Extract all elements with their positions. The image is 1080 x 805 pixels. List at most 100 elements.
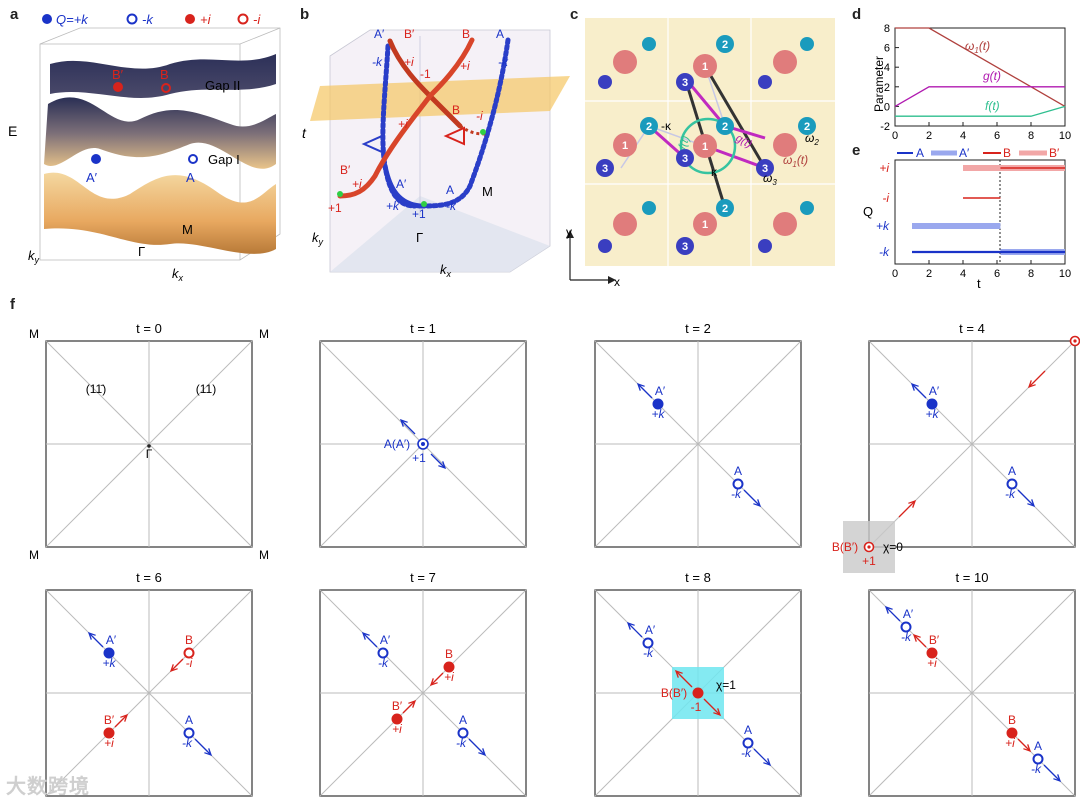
bz-point-label: B bbox=[185, 633, 193, 647]
arrow-head-icon bbox=[1053, 774, 1062, 783]
legend: Q=+k -k +i -i bbox=[42, 12, 261, 27]
panel-e-legend-B: B bbox=[1003, 146, 1011, 160]
panel-e-xlabel: t bbox=[977, 276, 981, 291]
panel-c-site-label-2b: 2 bbox=[646, 121, 652, 133]
arrow-icon bbox=[430, 672, 444, 686]
arrow-icon bbox=[468, 738, 486, 756]
panel-a-point-Ap bbox=[91, 154, 101, 164]
bz-point-label: -k bbox=[456, 736, 467, 750]
panel-c-minus-kappa: -κ bbox=[661, 119, 672, 133]
panel-e-xtick-label: 10 bbox=[1059, 268, 1071, 280]
bz-panel: t = 1 A(A′)+1 bbox=[319, 321, 527, 548]
filled-dot bbox=[103, 727, 115, 739]
panel-letter-d: d bbox=[852, 6, 862, 23]
filled-dot bbox=[692, 687, 704, 699]
bz-point-label: A′ bbox=[903, 607, 914, 621]
panel-b-ky-label: ky bbox=[312, 230, 324, 247]
filled-dot bbox=[443, 661, 455, 673]
panel-b-trajectories: t M Γ ky kx A′ B′ B A -k +i -1 +i -k +i … bbox=[302, 27, 570, 279]
bz-point-label: A bbox=[1034, 739, 1042, 753]
panel-letter-e: e bbox=[852, 142, 861, 159]
bz-point-label: +i bbox=[927, 656, 937, 670]
panel-b-label-pi2: +i bbox=[460, 59, 470, 73]
arrow-icon bbox=[911, 383, 927, 399]
panel-d-ylabel: Parameter bbox=[872, 56, 886, 112]
panel-f-snapshots: t = 0M MM M(11̄) (11)Γt = 1A(A′)+1t = 2A′+k… bbox=[29, 321, 1080, 797]
bz-point-label: +1 bbox=[412, 451, 426, 465]
panel-a-A-label: A bbox=[186, 170, 195, 185]
legend-open-red-dot bbox=[237, 13, 249, 25]
panel-d-ytick-label: 8 bbox=[884, 23, 890, 35]
panel-d-xtick-label: 0 bbox=[892, 130, 898, 142]
arrow-head-icon bbox=[361, 631, 370, 640]
panel-b-M-label: M bbox=[482, 184, 493, 199]
bz-direction-label: (11) bbox=[196, 382, 216, 396]
bz-point-label: A bbox=[459, 713, 467, 727]
panel-b-label-Ap-top: A′ bbox=[374, 27, 385, 41]
bz-point-label: A′ bbox=[380, 633, 391, 647]
watermark: 大数跨境 bbox=[6, 776, 90, 798]
bz-direction-label: (11̄) bbox=[86, 382, 106, 396]
bz-point-label: +i bbox=[1005, 736, 1015, 750]
panel-e-legend-Bp: B′ bbox=[1049, 146, 1060, 160]
bz-point-label: -k bbox=[378, 656, 389, 670]
panel-a-kx-label: kx bbox=[172, 266, 184, 283]
arrow-icon bbox=[114, 714, 128, 728]
legend-minus-k: -k bbox=[142, 12, 154, 27]
panel-c-axes: y x bbox=[566, 225, 620, 289]
open-dot bbox=[742, 737, 754, 749]
panel-a-B-label: B bbox=[160, 67, 169, 82]
arrow-icon bbox=[637, 383, 653, 399]
panel-e-chart: A A′ B B′ Q +i -i +k -k 0 2 4 6 8 10 t bbox=[863, 146, 1071, 291]
bz-point-label: +k bbox=[651, 407, 665, 421]
arrow-icon bbox=[743, 489, 761, 507]
panel-letter-f: f bbox=[10, 296, 15, 313]
bz-point-label: A bbox=[185, 713, 193, 727]
panel-d-xtick-label: 2 bbox=[926, 130, 932, 142]
panel-b-label-m1: -1 bbox=[420, 67, 431, 81]
arrow-head-icon bbox=[753, 499, 762, 508]
panel-c-site-label-3b: 3 bbox=[602, 163, 608, 175]
panel-e-xtick-label: 2 bbox=[926, 268, 932, 280]
panel-e-ytick-label: +k bbox=[876, 219, 890, 233]
arrow-head-icon bbox=[884, 605, 893, 614]
gamma-label: Γ bbox=[146, 447, 153, 461]
arrow-head-icon bbox=[910, 382, 919, 391]
panel-b-label-Bp-top: B′ bbox=[404, 27, 415, 41]
bz-point-label: A bbox=[744, 723, 752, 737]
panel-c-sites bbox=[596, 35, 816, 255]
arrow-head-icon bbox=[1023, 744, 1032, 753]
arrow-head-icon bbox=[204, 748, 213, 757]
bz-point-label: +k bbox=[925, 407, 939, 421]
panel-d-xtick-label: 10 bbox=[1059, 130, 1071, 142]
panel-e-ytick-label: +i bbox=[879, 161, 889, 175]
panel-c-site-label-1a: 1 bbox=[702, 61, 708, 73]
arrow-icon bbox=[1028, 370, 1046, 388]
panel-letter-c: c bbox=[570, 6, 579, 23]
panel-letter-b: b bbox=[300, 6, 310, 23]
arrow-head-icon bbox=[399, 418, 408, 427]
bz-point-label: +1 bbox=[862, 554, 876, 568]
panel-c-green-ring bbox=[679, 117, 737, 175]
panel-b-label-mk3: -k bbox=[446, 199, 457, 213]
bz-point-label: -k bbox=[901, 630, 912, 644]
panel-c-site-label-1c: 1 bbox=[622, 140, 628, 152]
panel-a-point-A bbox=[188, 154, 198, 164]
bz-point-label: -k bbox=[643, 646, 654, 660]
panel-a-ky-label: ky bbox=[28, 248, 40, 265]
panel-d-ytick-label: 4 bbox=[884, 62, 890, 74]
legend-filled-red-dot bbox=[185, 14, 195, 24]
arrow-icon bbox=[675, 670, 693, 688]
panel-a-gap1-label: Gap I bbox=[208, 152, 240, 167]
panel-c-site-label-2d: 2 bbox=[804, 121, 810, 133]
merged-point-core bbox=[421, 442, 425, 446]
bz-point-label: +i bbox=[104, 736, 114, 750]
panel-b-label-A-bot: A bbox=[446, 183, 454, 197]
arrow-icon bbox=[400, 419, 416, 435]
panel-a-Bp-label: B′ bbox=[112, 67, 124, 82]
bz-point-label: A′ bbox=[929, 384, 940, 398]
panel-b-red-triangle bbox=[443, 126, 465, 146]
arrow-head-icon bbox=[120, 713, 129, 722]
panel-b-label-B-mid: B bbox=[452, 103, 460, 117]
